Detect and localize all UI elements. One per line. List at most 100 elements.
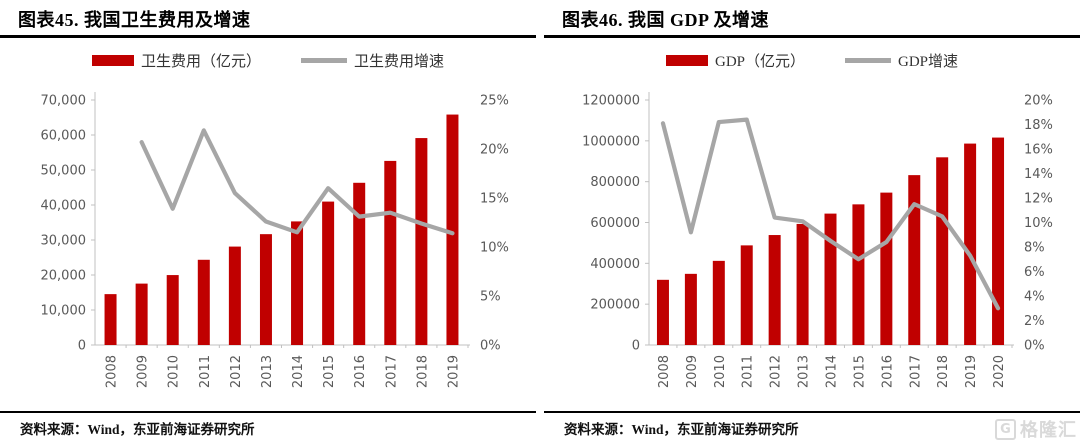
x-axis-label: 2016 xyxy=(880,355,895,388)
x-axis-label: 2018 xyxy=(936,355,951,388)
right-axis-label: 10% xyxy=(1024,216,1053,231)
chart-panel-gdp: 图表46. 我国 GDP 及增速 GDP（亿元） GDP增速 0 200000 40… xyxy=(544,0,1080,446)
bar xyxy=(291,221,304,345)
x-axis-label: 2015 xyxy=(852,355,867,388)
right-axis-label: 4% xyxy=(1024,290,1045,305)
x-axis-label: 2019 xyxy=(964,355,979,388)
x-axis-label: 2018 xyxy=(415,355,430,388)
legend-item-line: 卫生费用增速 xyxy=(301,50,444,71)
y-axis-label: 60,000 xyxy=(41,129,87,144)
bar xyxy=(880,192,893,345)
legend-label-line: 卫生费用增速 xyxy=(354,54,445,70)
gelonghui-watermark-text: 格隆汇 xyxy=(1020,420,1077,441)
right-axis-label: 18% xyxy=(1024,118,1053,133)
x-axis-label: 2011 xyxy=(741,355,756,388)
legend-label-line: GDP增速 xyxy=(898,54,959,70)
right-axis-label: 6% xyxy=(1024,265,1045,280)
x-axis-label: 2010 xyxy=(713,355,728,388)
bar-series-swatch-icon xyxy=(665,55,708,66)
y-axis-label: 600000 xyxy=(590,216,640,231)
y-axis-label: 30,000 xyxy=(41,234,87,249)
right-axis-label: 8% xyxy=(1024,241,1045,256)
x-axis-label: 2009 xyxy=(136,355,151,388)
health-chart-canvas: 0 10,000 20,000 30,000 40,000 50,000 60,000 70,… xyxy=(41,92,509,388)
growth-line xyxy=(660,117,1001,311)
bar xyxy=(259,234,272,345)
bar xyxy=(197,259,210,345)
bar xyxy=(992,137,1005,345)
bar xyxy=(104,294,117,345)
chart-title-health: 图表45. 我国卫生费用及增速 xyxy=(18,10,251,30)
source-text-health: 资料来源：Wind，东亚前海证券研究所 xyxy=(20,422,255,437)
x-axis-label: 2020 xyxy=(992,355,1007,388)
x-axis-label: 2012 xyxy=(229,355,244,388)
x-axis-label: 2010 xyxy=(167,355,182,388)
y-axis-label: 0 xyxy=(78,339,86,354)
line-series-swatch-icon xyxy=(301,58,347,63)
right-axis-label: 16% xyxy=(1024,143,1053,158)
y-axis-label: 400000 xyxy=(590,257,640,272)
right-axis-label: 15% xyxy=(480,192,509,207)
bar xyxy=(908,175,921,345)
growth-line xyxy=(139,128,455,236)
source-rule xyxy=(0,411,536,413)
x-axis-label: 2014 xyxy=(291,355,306,388)
bar xyxy=(384,160,397,345)
chart-title-gdp: 图表46. 我国 GDP 及增速 xyxy=(562,10,770,30)
bar xyxy=(740,245,753,345)
y-axis-label: 10,000 xyxy=(41,304,87,319)
bar xyxy=(228,246,241,345)
bar xyxy=(964,143,977,345)
bar xyxy=(322,201,335,345)
x-axis-label: 2015 xyxy=(322,355,337,388)
right-axis-label: 0% xyxy=(480,339,501,354)
x-axis-label: 2011 xyxy=(198,355,213,388)
x-axis-label: 2013 xyxy=(260,355,275,388)
legend-gdp: GDP（亿元） GDP增速 xyxy=(544,50,1080,71)
y-axis-label: 0 xyxy=(632,339,640,354)
bar xyxy=(768,235,781,345)
x-axis-label: 2009 xyxy=(685,355,700,388)
bar xyxy=(712,260,725,345)
title-underline xyxy=(0,35,536,38)
bar xyxy=(824,213,837,345)
legend-label-bar: GDP（亿元） xyxy=(714,54,805,70)
bar xyxy=(353,182,366,345)
right-axis-label: 12% xyxy=(1024,192,1053,207)
bar xyxy=(656,279,669,345)
bar-series xyxy=(104,114,459,345)
x-axis-label: 2017 xyxy=(908,355,923,388)
gelonghui-watermark: G 格隆汇 xyxy=(995,416,1077,442)
x-axis-label: 2019 xyxy=(446,355,461,388)
right-axis-label: 5% xyxy=(480,290,501,305)
right-axis-label: 10% xyxy=(480,241,509,256)
chart-panel-health: 图表45. 我国卫生费用及增速 卫生费用（亿元） 卫生费用增速 0 10,000 2… xyxy=(0,0,536,446)
right-axis-label: 20% xyxy=(480,143,509,158)
bar-series xyxy=(656,137,1005,345)
y-axis-label: 1200000 xyxy=(582,94,640,109)
y-axis-label: 70,000 xyxy=(41,94,87,109)
y-axis-label: 50,000 xyxy=(41,164,87,179)
bar xyxy=(852,204,865,345)
title-underline xyxy=(544,35,1080,38)
x-axis-label: 2008 xyxy=(105,355,120,388)
bar xyxy=(796,223,809,345)
y-axis-label: 20,000 xyxy=(41,269,87,284)
y-axis-label: 1000000 xyxy=(582,134,640,149)
legend-health: 卫生费用（亿元） 卫生费用增速 xyxy=(0,50,536,71)
legend-item-bar: GDP（亿元） xyxy=(665,50,805,71)
gdp-chart-canvas: 0 200000 400000 600000 800000 1000000 1200000 0… xyxy=(582,92,1053,388)
bar-series-swatch-icon xyxy=(91,55,134,66)
gelonghui-logo-icon: G xyxy=(995,418,1016,440)
x-axis-label: 2008 xyxy=(657,355,672,388)
bar xyxy=(684,273,697,345)
bar xyxy=(135,283,148,345)
y-axis-label: 800000 xyxy=(590,175,640,190)
right-axis-label: 14% xyxy=(1024,167,1053,182)
x-axis-label: 2012 xyxy=(769,355,784,388)
line-series-swatch-icon xyxy=(845,58,891,63)
source-text-gdp: 资料来源：Wind，东亚前海证券研究所 xyxy=(564,422,799,437)
right-axis-label: 25% xyxy=(480,94,509,109)
bar xyxy=(446,114,459,345)
